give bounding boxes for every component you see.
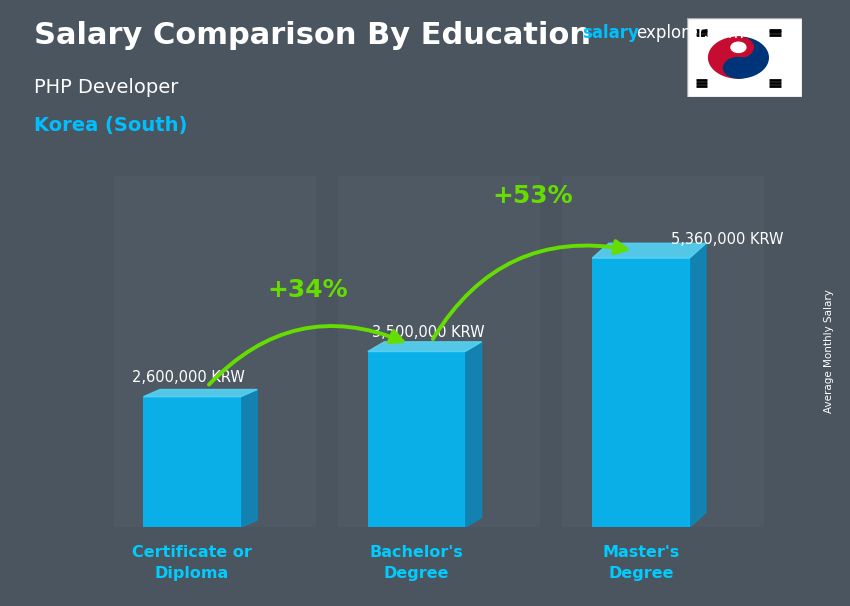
Text: Salary Comparison By Education: Salary Comparison By Education xyxy=(34,21,591,50)
Polygon shape xyxy=(739,37,768,78)
Text: +53%: +53% xyxy=(492,184,573,208)
Polygon shape xyxy=(689,243,706,527)
Text: Bachelor's
Degree: Bachelor's Degree xyxy=(370,545,463,581)
Text: explorer.com: explorer.com xyxy=(636,24,744,42)
Circle shape xyxy=(709,37,768,78)
FancyBboxPatch shape xyxy=(563,176,764,527)
Text: Master's
Degree: Master's Degree xyxy=(603,545,679,581)
FancyBboxPatch shape xyxy=(114,176,315,527)
Text: salary: salary xyxy=(582,24,639,42)
Polygon shape xyxy=(368,342,482,351)
Polygon shape xyxy=(465,342,482,527)
Bar xyxy=(144,397,241,527)
Text: Certificate or
Diploma: Certificate or Diploma xyxy=(132,545,252,581)
Polygon shape xyxy=(592,243,706,258)
Bar xyxy=(592,258,689,527)
Text: Korea (South): Korea (South) xyxy=(34,116,187,135)
Text: 2,600,000 KRW: 2,600,000 KRW xyxy=(133,370,245,385)
Text: +34%: +34% xyxy=(268,278,348,302)
Text: PHP Developer: PHP Developer xyxy=(34,78,178,96)
Circle shape xyxy=(731,42,746,53)
Circle shape xyxy=(723,37,753,58)
Text: Average Monthly Salary: Average Monthly Salary xyxy=(824,290,834,413)
Text: 3,500,000 KRW: 3,500,000 KRW xyxy=(371,325,484,340)
Text: 5,360,000 KRW: 5,360,000 KRW xyxy=(671,231,784,247)
Circle shape xyxy=(731,62,746,73)
FancyBboxPatch shape xyxy=(338,176,540,527)
Polygon shape xyxy=(709,37,739,78)
Polygon shape xyxy=(144,390,258,397)
Polygon shape xyxy=(241,390,258,527)
Bar xyxy=(368,351,465,527)
Circle shape xyxy=(723,58,753,78)
